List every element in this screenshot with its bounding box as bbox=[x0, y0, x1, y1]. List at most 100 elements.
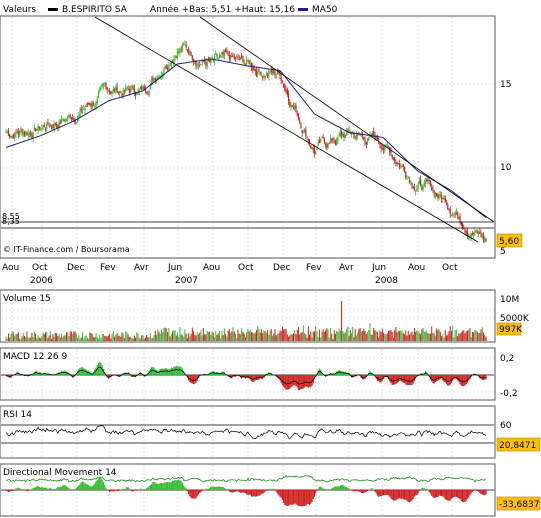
dm-bar bbox=[216, 486, 218, 490]
macd-bar bbox=[394, 375, 396, 385]
volume-bar bbox=[417, 331, 419, 341]
volume-bar bbox=[396, 332, 398, 341]
dm-bar bbox=[359, 490, 361, 492]
price-candle bbox=[436, 192, 438, 196]
price-candle bbox=[257, 70, 259, 75]
dm-bar bbox=[260, 490, 263, 494]
price-candle bbox=[448, 209, 450, 211]
volume-bar bbox=[183, 336, 185, 341]
price-candle bbox=[320, 138, 322, 143]
price-candle bbox=[301, 129, 303, 133]
volume-bar bbox=[64, 334, 66, 341]
price-candle bbox=[83, 109, 85, 110]
price-candle bbox=[84, 108, 86, 111]
volume-bar bbox=[273, 333, 275, 341]
volume-bar bbox=[61, 333, 63, 341]
price-candle bbox=[299, 120, 301, 123]
macd-bar bbox=[311, 375, 313, 387]
dm-bar bbox=[400, 490, 402, 499]
volume-bar bbox=[207, 331, 209, 341]
macd-bar bbox=[174, 366, 176, 375]
price-candle bbox=[91, 103, 93, 107]
dm-bar bbox=[167, 482, 169, 490]
price-candle bbox=[412, 186, 414, 189]
dm-bar bbox=[380, 490, 382, 497]
macd-bar bbox=[381, 375, 383, 381]
volume-bar bbox=[157, 329, 159, 341]
macd-bar bbox=[307, 375, 309, 388]
volume-bar bbox=[407, 330, 409, 341]
macd-bar bbox=[457, 375, 459, 381]
dm-bar bbox=[378, 490, 380, 497]
price-candle bbox=[41, 127, 43, 129]
dm-bar bbox=[162, 483, 164, 490]
volume-bar bbox=[147, 337, 149, 341]
price-candle bbox=[370, 134, 372, 136]
volume-bar bbox=[483, 332, 485, 341]
macd-bar bbox=[301, 375, 303, 389]
volume-bar bbox=[473, 332, 475, 341]
macd-bar bbox=[442, 375, 444, 381]
volume-bar bbox=[354, 328, 356, 341]
price-candle bbox=[405, 171, 407, 178]
dm-bar bbox=[22, 489, 24, 490]
price-candle bbox=[216, 54, 218, 57]
volume-bar bbox=[238, 333, 240, 341]
dm-bar bbox=[344, 486, 346, 490]
dm-bar bbox=[452, 490, 454, 498]
volume-bar bbox=[284, 329, 286, 341]
volume-bar bbox=[123, 338, 125, 341]
price-candle bbox=[366, 139, 369, 144]
dm-bar bbox=[360, 490, 362, 494]
price-candle bbox=[428, 179, 430, 182]
price-candle bbox=[67, 116, 69, 120]
price-candle bbox=[57, 125, 59, 128]
dm-bar bbox=[138, 489, 140, 490]
volume-bar bbox=[367, 332, 369, 341]
volume-bar bbox=[342, 330, 344, 341]
price-candle bbox=[81, 110, 84, 111]
price-candle bbox=[196, 64, 198, 66]
dm-bar bbox=[213, 486, 216, 490]
volume-bar bbox=[341, 301, 343, 341]
dm-bar bbox=[81, 481, 84, 490]
macd-bar bbox=[286, 375, 288, 390]
price-candle bbox=[315, 151, 317, 154]
price-candle bbox=[181, 46, 184, 49]
price-candle bbox=[406, 177, 408, 179]
price-candle bbox=[274, 72, 276, 75]
macd-bar bbox=[153, 367, 155, 375]
dm-bar bbox=[151, 483, 153, 490]
dm-bar bbox=[387, 490, 390, 496]
dm-bar bbox=[366, 490, 369, 492]
volume-bar bbox=[301, 331, 303, 341]
price-candle bbox=[352, 133, 354, 135]
price-candle bbox=[342, 133, 344, 137]
dm-bar bbox=[287, 490, 290, 506]
dm-bar bbox=[60, 486, 63, 490]
volume-bar bbox=[453, 337, 455, 341]
price-candle bbox=[218, 56, 221, 59]
price-candle bbox=[249, 63, 251, 66]
dm-bar bbox=[133, 490, 135, 491]
price-candle bbox=[190, 52, 192, 56]
dm-bar bbox=[76, 486, 79, 490]
dm-bar bbox=[105, 487, 107, 490]
macd-bar bbox=[285, 375, 287, 390]
macd-bar bbox=[255, 375, 258, 380]
volume-bar bbox=[469, 327, 471, 341]
volume-bar bbox=[353, 337, 355, 341]
volume-bar bbox=[20, 338, 22, 341]
volume-bar bbox=[454, 329, 456, 341]
macd-bar bbox=[399, 375, 401, 381]
volume-bar bbox=[221, 330, 223, 341]
volume-bar bbox=[304, 333, 306, 341]
dm-bar bbox=[7, 490, 10, 492]
volume-bar bbox=[391, 332, 393, 341]
macd-bar bbox=[78, 368, 80, 375]
macd-bar bbox=[452, 375, 454, 381]
dm-bar bbox=[466, 490, 469, 499]
price-candle bbox=[111, 91, 113, 94]
volume-bar bbox=[10, 333, 12, 341]
dm-bar bbox=[461, 490, 464, 502]
